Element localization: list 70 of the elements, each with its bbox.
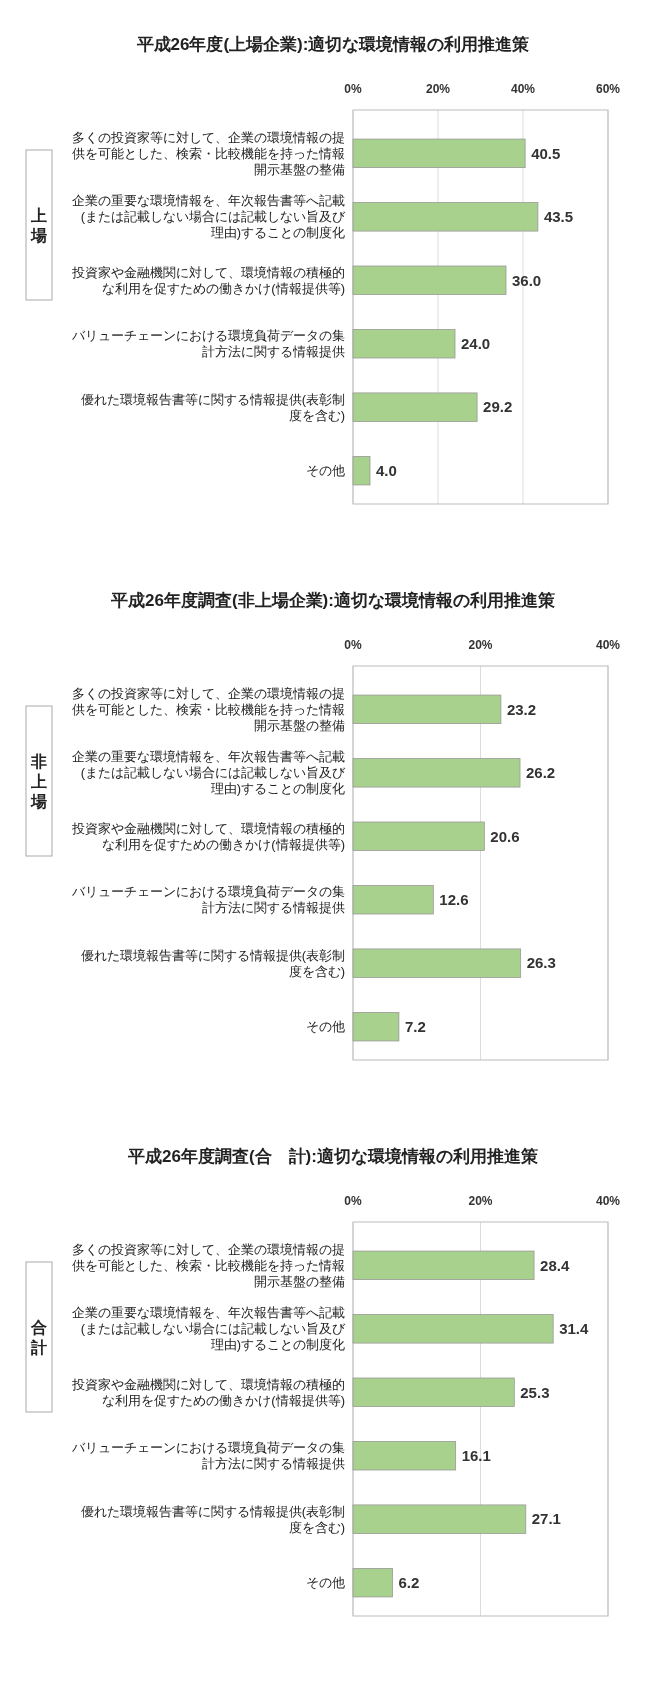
x-tick-label: 20% <box>468 638 493 652</box>
y-tick-label: 企業の重要な環境情報を、年次報告書等へ記載(または記載しない場合には記載しない旨及び理由)することの制度化 <box>72 749 346 797</box>
text: 非上場 <box>30 752 47 810</box>
bar <box>352 885 434 915</box>
data-label: 26.3 <box>526 954 556 972</box>
y-tick-label: 多くの投資家等に対して、企業の環境情報の提供を可能とした、検索・比較機能を持った情報開示基盤の整備 <box>72 685 345 733</box>
y-tick-label: 優れた環境報告書等に関する情報提供(表彰制度を含む) <box>80 947 345 979</box>
data-label: 43.5 <box>543 208 574 226</box>
bar <box>352 456 371 486</box>
bar <box>352 392 478 422</box>
y-tick-label: 多くの投資家等に対して、企業の環境情報の提供を可能とした、検索・比較機能を持った情報開示基盤の整備 <box>72 1241 345 1289</box>
y-tick-label: 企業の重要な環境情報を、年次報告書等へ記載(または記載しない場合には記載しない旨及び理由)することの制度化 <box>72 193 346 241</box>
data-label: 16.1 <box>461 1446 491 1464</box>
data-label: 23.2 <box>506 700 537 718</box>
data-label: 31.4 <box>559 1320 590 1338</box>
data-label: 26.2 <box>526 764 556 782</box>
y-tick-label: 優れた環境報告書等に関する情報提供(表彰制度を含む) <box>80 391 345 423</box>
x-tick-label: 0% <box>344 1194 362 1208</box>
y-tick-label: 投資家や金融機関に対して、環境情報の積極的な利用を促すための働きかけ(情報提供等) <box>71 264 345 296</box>
text: 合計 <box>30 1318 47 1356</box>
data-label: 40.5 <box>531 144 561 162</box>
y-tick-label: その他 <box>306 1575 345 1591</box>
bar <box>352 202 539 232</box>
bar <box>352 758 521 788</box>
data-label: 28.4 <box>540 1256 570 1274</box>
data-label: 36.0 <box>512 271 542 289</box>
chart-title: 平成26年度調査(非上場企業):適切な環境情報の利用推進策 <box>110 591 555 610</box>
x-tick-label: 40% <box>595 638 621 652</box>
bar <box>352 1012 400 1042</box>
bar <box>352 1568 393 1598</box>
x-tick-label: 60% <box>595 82 621 96</box>
bar <box>352 694 502 724</box>
data-label: 6.2 <box>398 1573 420 1591</box>
x-tick-label: 20% <box>468 1194 493 1208</box>
x-tick-label: 0% <box>344 638 362 652</box>
y-tick-label: その他 <box>306 1019 345 1035</box>
data-label: 27.1 <box>531 1510 561 1528</box>
chart-title: 平成26年度調査(合 計):適切な環境情報の利用推進策 <box>127 1147 538 1166</box>
y-tick-label: バリューチェーンにおける環境負荷データの集計方法に関する情報提供 <box>71 1440 345 1472</box>
bar <box>352 1377 515 1407</box>
text: 上場 <box>30 206 47 244</box>
bar <box>352 1504 527 1534</box>
data-label: 12.6 <box>439 890 469 908</box>
data-label: 25.3 <box>520 1383 550 1401</box>
bar <box>352 1441 457 1471</box>
y-tick-label: 投資家や金融機関に対して、環境情報の積極的な利用を促すための働きかけ(情報提供等) <box>71 820 345 852</box>
data-label: 7.2 <box>404 1017 426 1035</box>
bar <box>352 329 456 359</box>
x-tick-label: 0% <box>344 82 362 96</box>
bar <box>352 265 507 295</box>
bar <box>352 1250 535 1280</box>
y-tick-label: バリューチェーンにおける環境負荷データの集計方法に関する情報提供 <box>71 884 345 916</box>
y-tick-label: 投資家や金融機関に対して、環境情報の積極的な利用を促すための働きかけ(情報提供等) <box>71 1376 345 1408</box>
x-tick-label: 20% <box>425 82 451 96</box>
chart-title: 平成26年度(上場企業):適切な環境情報の利用推進策 <box>135 35 530 54</box>
bar <box>352 948 522 978</box>
x-tick-label: 40% <box>510 82 536 96</box>
x-tick-label: 40% <box>595 1194 621 1208</box>
bar <box>352 1314 554 1344</box>
bar <box>352 138 526 168</box>
y-tick-label: 優れた環境報告書等に関する情報提供(表彰制度を含む) <box>80 1503 345 1535</box>
data-label: 4.0 <box>376 461 397 479</box>
y-tick-label: 企業の重要な環境情報を、年次報告書等へ記載(または記載しない場合には記載しない旨及び理由)することの制度化 <box>72 1305 346 1353</box>
bar <box>352 821 485 851</box>
y-tick-label: 多くの投資家等に対して、企業の環境情報の提供を可能とした、検索・比較機能を持った情報開示基盤の整備 <box>72 129 345 177</box>
y-tick-label: バリューチェーンにおける環境負荷データの集計方法に関する情報提供 <box>71 328 345 360</box>
data-label: 29.2 <box>483 398 513 416</box>
data-label: 20.6 <box>490 827 520 845</box>
data-label: 24.0 <box>461 334 491 352</box>
y-tick-label: その他 <box>306 463 345 479</box>
